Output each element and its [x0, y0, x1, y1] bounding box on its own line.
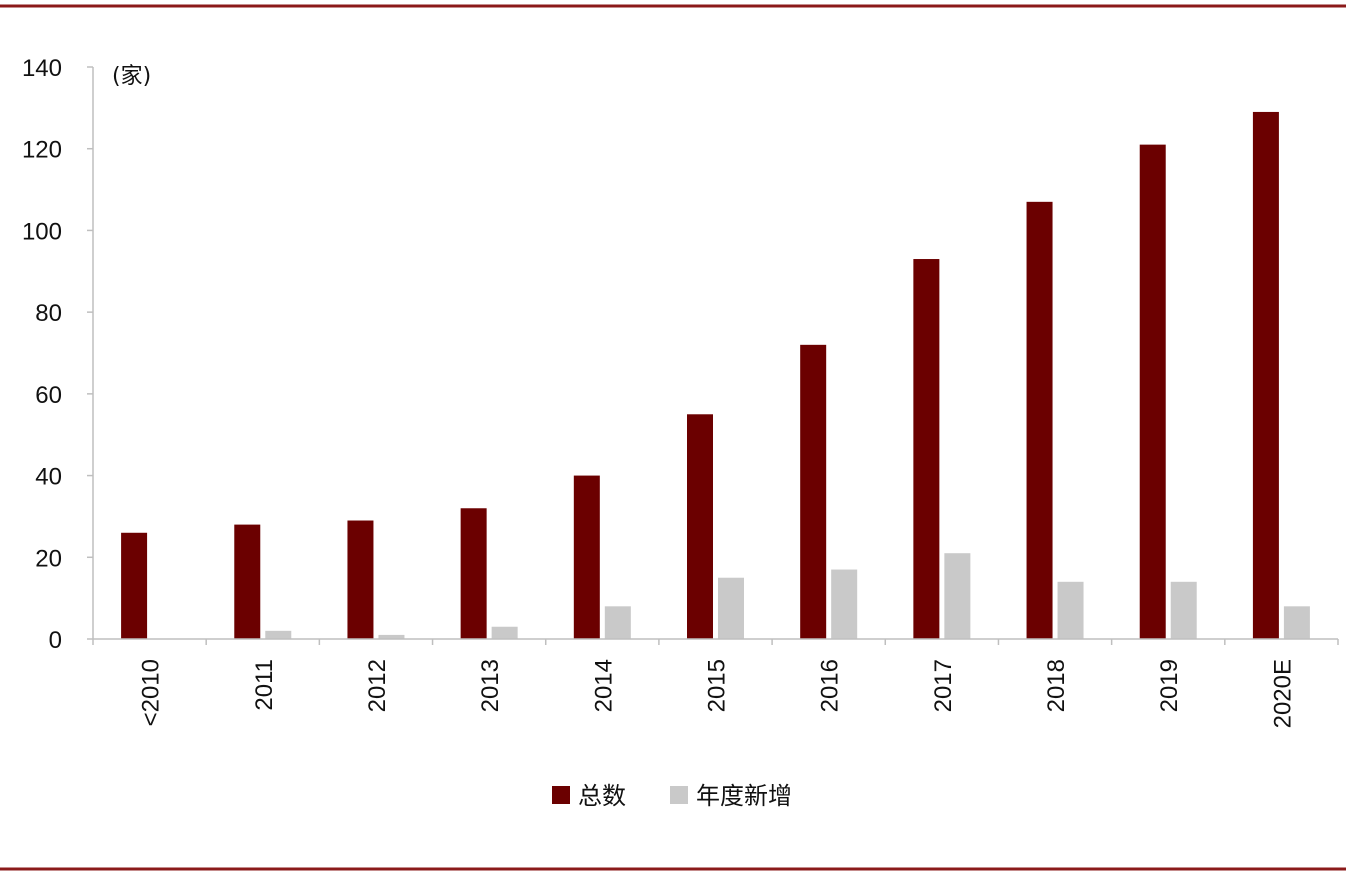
bar-total — [347, 520, 374, 639]
legend-label: 年度新增 — [696, 782, 792, 810]
bar-new — [944, 553, 971, 639]
x-tick-label: 2018 — [1043, 659, 1070, 712]
y-tick-label: 140 — [22, 55, 62, 82]
bar-new — [831, 569, 858, 639]
x-tick-label: 2020E — [1269, 659, 1296, 728]
bar-new — [1057, 581, 1084, 639]
x-axis — [92, 638, 1339, 645]
y-axis — [87, 66, 94, 640]
x-tick-labels: <2010 2011 2012 2013 2014 2015 2016 2017 2018 201… — [138, 659, 1297, 728]
x-tick-label: 2016 — [817, 659, 844, 712]
x-tick-label: 2013 — [477, 659, 504, 712]
x-tick-label: 2019 — [1156, 659, 1183, 712]
bar-total — [1139, 144, 1166, 639]
y-tick-label: 120 — [22, 137, 62, 164]
x-tick-label: 2011 — [251, 659, 278, 711]
bar-new — [718, 577, 744, 639]
bar-new — [265, 630, 292, 639]
bars — [121, 111, 1310, 640]
x-tick-label: <2010 — [138, 659, 165, 726]
bar-new — [604, 606, 631, 639]
bar-total — [913, 259, 940, 639]
bar-total — [234, 524, 261, 639]
bar-total — [1252, 111, 1279, 639]
y-tick-label: 60 — [35, 382, 62, 409]
x-tick-label: 2014 — [590, 659, 617, 712]
y-tick-labels: 0 20 40 60 80 100 120 140 — [22, 55, 62, 654]
bar-new — [491, 626, 518, 639]
bar-new — [378, 634, 405, 639]
y-tick-label: 0 — [49, 627, 62, 654]
x-tick-label: 2015 — [704, 659, 731, 712]
y-tick-label: 80 — [35, 300, 62, 327]
bar-new — [1170, 581, 1197, 639]
legend-swatch — [552, 786, 570, 804]
bar-total — [687, 414, 713, 639]
x-tick-label: 2012 — [364, 659, 391, 712]
bar-total — [460, 508, 487, 639]
y-tick-label: 100 — [22, 218, 62, 245]
bar-total — [121, 532, 148, 639]
bar-new — [1283, 606, 1310, 639]
legend: 总数 年度新增 — [552, 782, 792, 810]
y-tick-label: 40 — [35, 464, 62, 491]
y-tick-label: 20 — [35, 545, 62, 572]
legend-label: 总数 — [578, 782, 626, 810]
legend-swatch — [670, 786, 688, 804]
bar-total — [800, 344, 827, 639]
x-tick-label: 2017 — [930, 659, 957, 712]
bar-total — [573, 475, 600, 639]
y-unit-label: (家) — [112, 64, 151, 89]
bar-total — [1026, 201, 1053, 640]
